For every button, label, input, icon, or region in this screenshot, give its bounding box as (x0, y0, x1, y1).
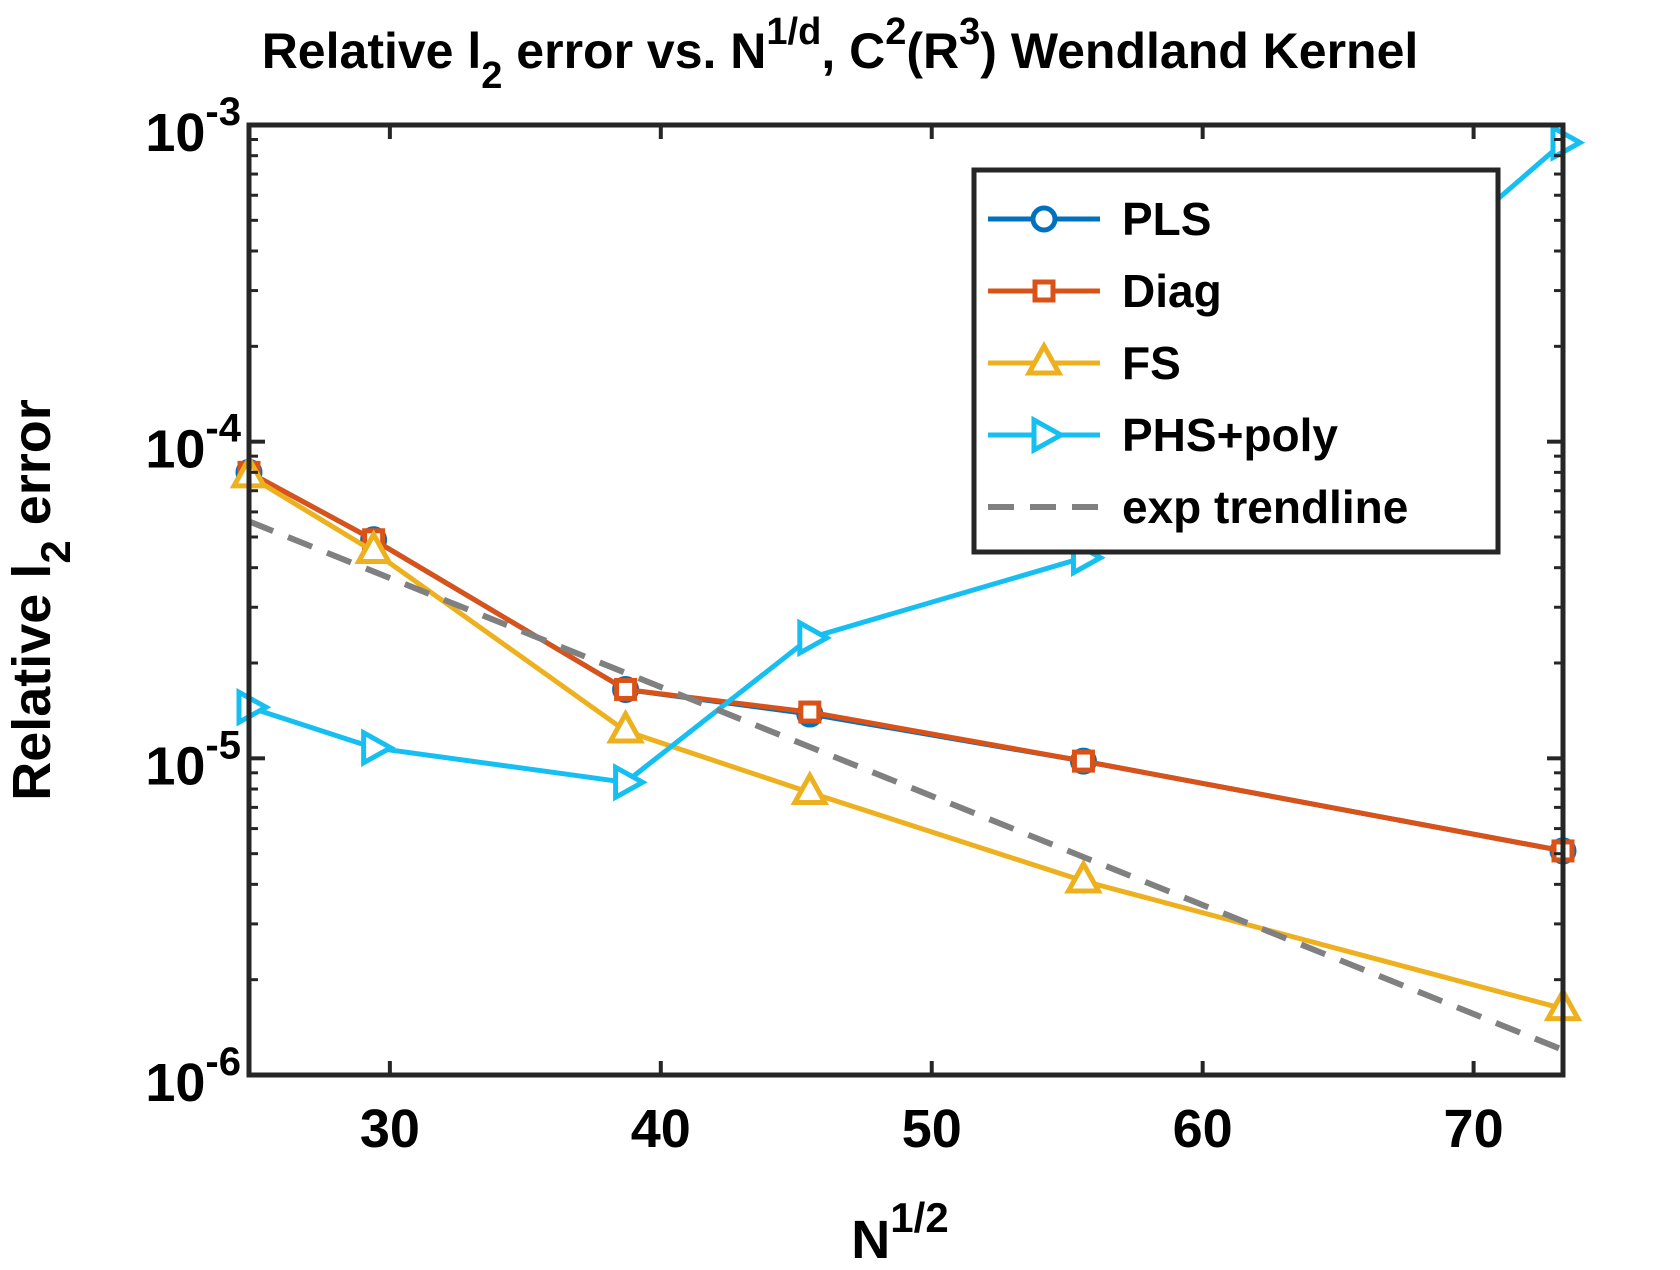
title-part-sup: 1/d (766, 11, 821, 53)
legend-marker (1030, 205, 1058, 233)
data-point-phs-poly (797, 618, 832, 658)
y-tick-exp: -3 (205, 90, 241, 134)
y-tick-label: 10-4 (145, 407, 241, 480)
data-point-phs-poly (236, 687, 272, 727)
data-point-fs (1064, 858, 1103, 894)
legend-marker (1024, 340, 1064, 376)
title-part: error vs. N (502, 23, 766, 79)
y-tick-exp: -5 (205, 723, 241, 767)
axes-frame (246, 122, 1566, 1078)
data-point-fs (606, 708, 645, 744)
legend-marker (1031, 415, 1067, 455)
legend: PLS Diag FS PHS+poly exp trendline (971, 167, 1501, 555)
y-axis-ticks: 10-610-510-410-3 (145, 90, 1563, 1113)
series-line-fs (247, 473, 1564, 1012)
x-axis-label-base: N (851, 1210, 890, 1270)
legend-item-pls: PLS (988, 193, 1211, 245)
chart-title: Relative l2 error vs. N1/d, C2(R3) Wendl… (262, 11, 1419, 97)
x-tick-label: 60 (1173, 1099, 1233, 1159)
x-tick-label: 50 (902, 1099, 962, 1159)
y-axis-label-sub: 2 (32, 540, 79, 563)
data-point-fs (790, 770, 830, 806)
legend-item-exp-trendline: exp trendline (988, 481, 1408, 533)
x-axis-label: N1/2 (851, 1194, 948, 1270)
legend-label: PLS (1122, 193, 1211, 245)
title-part: , C (821, 23, 885, 79)
title-part-sup: 2 (885, 11, 906, 53)
x-axis-ticks: 30 40 50 60 70 (360, 125, 1504, 1159)
y-axis-label-post: error (2, 399, 62, 540)
series-line-diag (247, 470, 1564, 854)
data-point-diag (1071, 749, 1095, 773)
x-tick-label: 30 (360, 1099, 420, 1159)
y-tick-base: 10 (145, 420, 205, 480)
title-part: ) Wendland Kernel (980, 23, 1418, 79)
x-tick-label: 40 (631, 1099, 691, 1159)
y-axis-label: Relative l2 error (2, 399, 79, 801)
title-part-sub: 2 (481, 55, 502, 97)
y-tick-label: 10-6 (145, 1040, 241, 1113)
y-axis-label-pre: Relative l (2, 564, 62, 801)
title-part: (R (906, 23, 959, 79)
data-point-fs (354, 529, 393, 564)
y-tick-base: 10 (145, 103, 205, 163)
legend-item-phs-poly: PHS+poly (988, 409, 1338, 461)
data-point-phs-poly (1550, 123, 1586, 162)
legend-label: Diag (1122, 265, 1222, 317)
legend-label: exp trendline (1122, 481, 1408, 533)
legend-marker (1032, 279, 1056, 303)
y-tick-base: 10 (145, 1053, 205, 1113)
title-part-sup: 3 (959, 11, 980, 53)
y-tick-exp: -4 (205, 407, 241, 451)
legend-item-diag: Diag (988, 265, 1222, 317)
series-line-exp-trendline (247, 518, 1565, 1053)
title-part: Relative l (262, 23, 482, 79)
y-tick-base: 10 (145, 736, 205, 796)
x-tick-label: 70 (1444, 1099, 1504, 1159)
y-tick-label: 10-5 (145, 723, 241, 796)
y-tick-label: 10-3 (145, 90, 241, 163)
x-axis-label-sup: 1/2 (890, 1194, 948, 1241)
y-tick-exp: -6 (205, 1040, 241, 1084)
legend-label: PHS+poly (1122, 409, 1338, 461)
legend-label: FS (1122, 337, 1181, 389)
series-exp-trendline (247, 518, 1565, 1053)
data-point-diag (798, 700, 822, 724)
data-point-diag (614, 677, 638, 701)
data-point-phs-poly (361, 728, 396, 767)
data-point-phs-poly (613, 763, 648, 802)
legend-item-fs: FS (988, 337, 1181, 389)
